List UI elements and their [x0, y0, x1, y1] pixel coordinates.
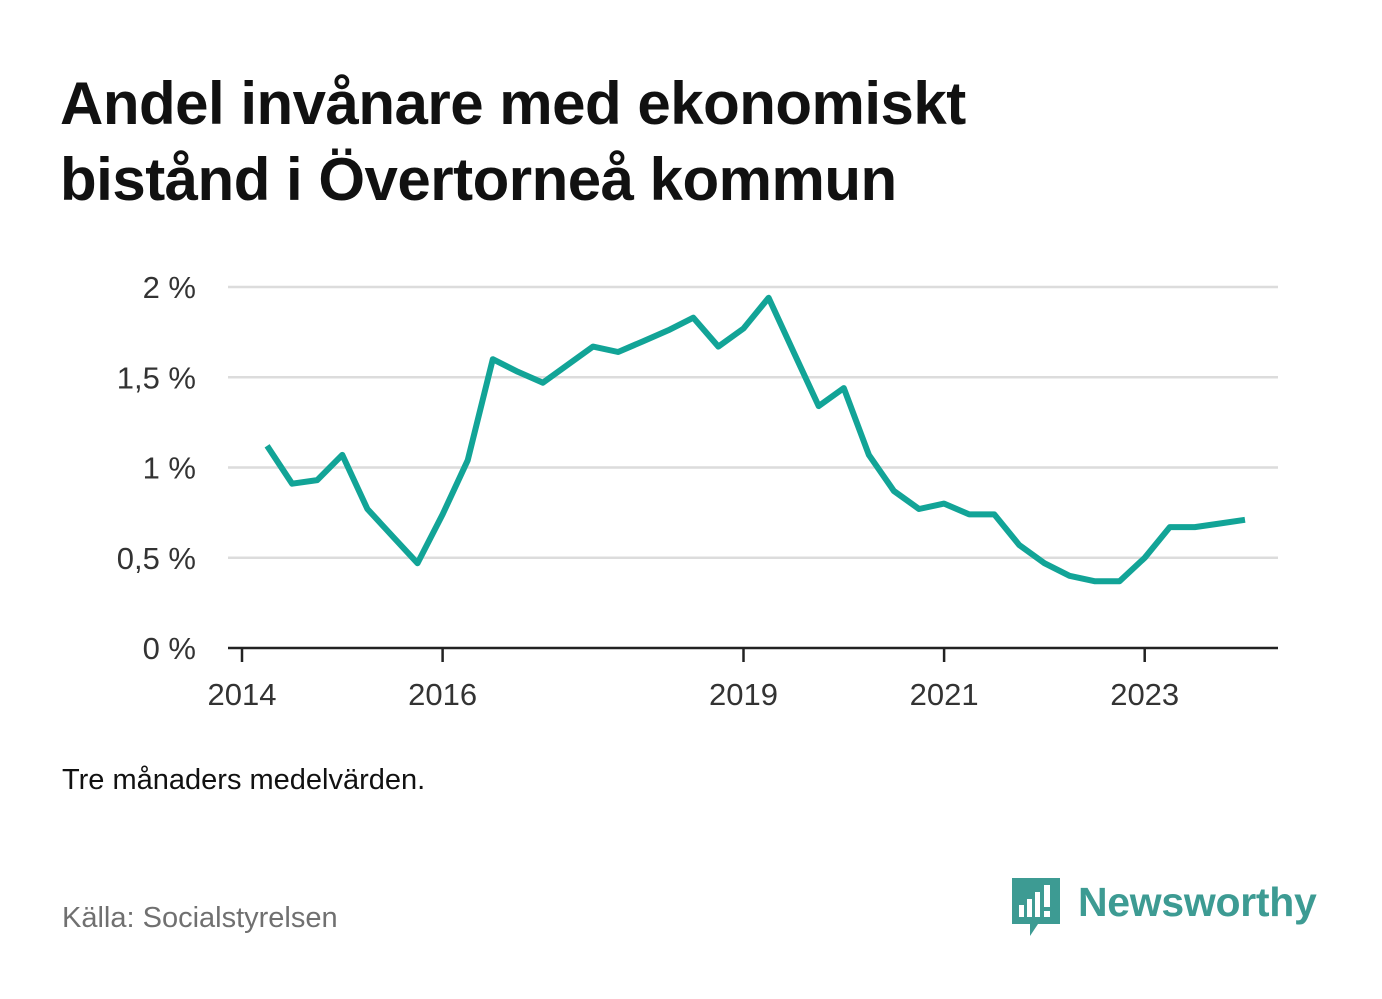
bar-chart-speech-bubble-icon	[1012, 878, 1060, 936]
gridlines	[228, 285, 1278, 559]
series-lines	[264, 294, 1246, 585]
source-text: Källa: Socialstyrelsen	[62, 902, 338, 934]
x-tick-label: 2023	[1110, 677, 1179, 712]
chart-title-line-1: Andel invånare med ekonomiskt	[60, 70, 966, 137]
x-tick-label: 2016	[408, 677, 477, 712]
y-axis-tick-labels: 0 % 0,5 % 1 % 1,5 % 2 %	[117, 270, 196, 666]
y-tick-label: 2 %	[143, 270, 196, 305]
chart-title-line-2: bistånd i Övertorneå kommun	[60, 146, 897, 213]
x-tick-label: 2021	[910, 677, 979, 712]
line-chart: 0 % 0,5 % 1 % 1,5 % 2 % 2014 2016 2019 2021 2023	[117, 270, 1278, 712]
newsworthy-logo: Newsworthy	[1012, 878, 1317, 940]
brand-name: Newsworthy	[1078, 878, 1317, 925]
x-tick-label: 2019	[709, 677, 778, 712]
series-line	[264, 294, 1246, 585]
x-axis-ticks: 2014 2016 2019 2021 2023	[208, 648, 1179, 712]
y-tick-label: 0 %	[143, 631, 196, 666]
chart-title: Andel invånare med ekonomiskt bistånd i …	[60, 66, 1320, 218]
y-tick-label: 1 %	[143, 451, 196, 486]
x-tick-label: 2014	[208, 677, 277, 712]
y-tick-label: 0,5 %	[117, 541, 196, 576]
y-tick-label: 1,5 %	[117, 360, 196, 395]
chart-note: Tre månaders medelvärden.	[62, 764, 426, 796]
